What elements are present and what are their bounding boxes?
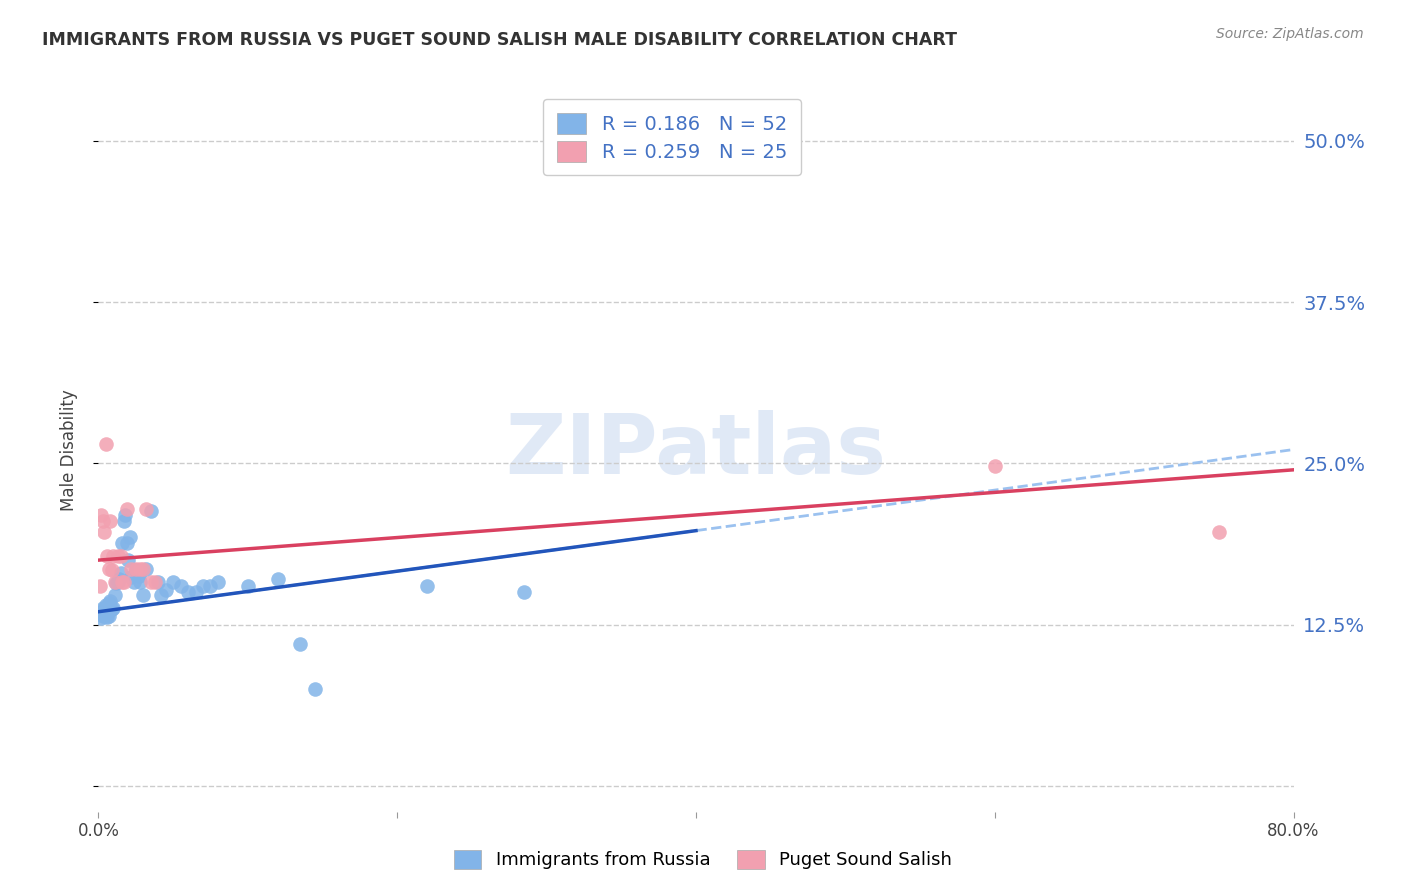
Point <box>135 501 157 516</box>
Point <box>110 566 132 580</box>
Point <box>98 515 122 529</box>
Point <box>97 596 120 610</box>
Point <box>139 575 162 590</box>
Point <box>98 603 122 617</box>
Legend: R = 0.186   N = 52, R = 0.259   N = 25: R = 0.186 N = 52, R = 0.259 N = 25 <box>543 99 801 176</box>
Point <box>129 575 152 590</box>
Point <box>111 575 134 590</box>
Point <box>162 575 184 590</box>
Point <box>91 608 114 623</box>
Point <box>115 536 138 550</box>
Legend: Immigrants from Russia, Puget Sound Salish: Immigrants from Russia, Puget Sound Sali… <box>446 841 960 879</box>
Point <box>135 562 157 576</box>
Point <box>94 608 117 623</box>
Point <box>267 573 290 587</box>
Point <box>89 579 111 593</box>
Point <box>139 504 162 518</box>
Point <box>112 515 135 529</box>
Point <box>143 575 166 590</box>
Point <box>118 530 141 544</box>
Point <box>91 600 114 615</box>
Point <box>117 553 139 567</box>
Point <box>150 588 173 602</box>
Point <box>129 562 152 576</box>
Point <box>184 585 207 599</box>
Point <box>89 607 111 622</box>
Y-axis label: Male Disability: Male Disability <box>59 390 77 511</box>
Point <box>304 682 326 697</box>
Point <box>125 564 148 578</box>
Point <box>101 602 124 616</box>
Point <box>96 610 118 624</box>
Point <box>93 524 115 539</box>
Point <box>114 508 136 522</box>
Point <box>94 599 117 613</box>
Point <box>416 579 439 593</box>
Point <box>94 437 117 451</box>
Point <box>125 562 148 576</box>
Point <box>105 576 128 591</box>
Text: ZIPatlas: ZIPatlas <box>506 410 886 491</box>
Point <box>132 588 155 602</box>
Point <box>288 637 311 651</box>
Point <box>90 611 112 625</box>
Point <box>108 573 131 587</box>
Point <box>96 549 118 564</box>
Point <box>191 579 214 593</box>
Point <box>111 536 134 550</box>
Point <box>155 582 177 597</box>
Point <box>107 549 129 564</box>
Point <box>107 575 129 590</box>
Point <box>124 575 146 590</box>
Point <box>984 458 1007 473</box>
Point <box>101 564 124 578</box>
Point <box>1208 524 1230 539</box>
Point <box>115 501 138 516</box>
Text: Source: ZipAtlas.com: Source: ZipAtlas.com <box>1216 27 1364 41</box>
Point <box>90 508 112 522</box>
Point <box>148 575 170 590</box>
Point <box>104 575 127 590</box>
Text: IMMIGRANTS FROM RUSSIA VS PUGET SOUND SALISH MALE DISABILITY CORRELATION CHART: IMMIGRANTS FROM RUSSIA VS PUGET SOUND SA… <box>42 31 957 49</box>
Point <box>103 549 125 564</box>
Point <box>90 605 112 619</box>
Point <box>177 585 200 599</box>
Point <box>112 575 135 590</box>
Point <box>120 570 142 584</box>
Point <box>120 562 142 576</box>
Point <box>93 607 115 622</box>
Point <box>97 608 120 623</box>
Point <box>132 562 155 576</box>
Point <box>103 600 125 615</box>
Point <box>169 579 191 593</box>
Point <box>128 568 150 582</box>
Point <box>104 588 127 602</box>
Point <box>236 579 259 593</box>
Point <box>98 594 122 608</box>
Point <box>207 575 229 590</box>
Point <box>96 602 118 616</box>
Point <box>93 602 115 616</box>
Point <box>110 549 132 564</box>
Point <box>97 562 120 576</box>
Point <box>513 585 536 599</box>
Point <box>91 515 114 529</box>
Point <box>200 579 222 593</box>
